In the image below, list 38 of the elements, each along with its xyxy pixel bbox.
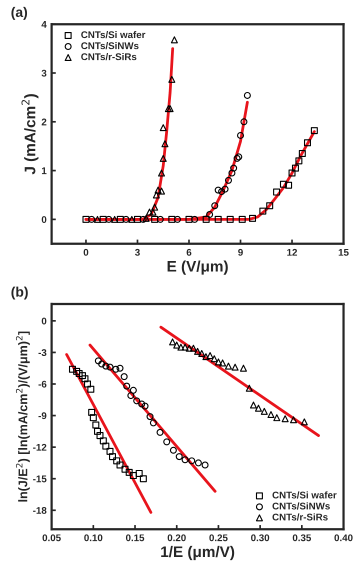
x-tick-label: 0.40 <box>334 534 353 542</box>
x-tick-label: 6 <box>186 248 192 256</box>
x-tick-label: 0.20 <box>168 534 186 542</box>
chart-title: (b) <box>11 286 28 300</box>
x-tick-label: 0 <box>84 248 88 256</box>
legend-label: CNTs/Si wafer <box>272 491 337 499</box>
x-axis-title: 1/E (μm/V) <box>161 546 234 560</box>
y-tick-label: -3 <box>38 349 46 356</box>
x-tick-label: 0.30 <box>251 534 270 542</box>
y-tick-label: -9 <box>38 412 46 420</box>
y-tick-label: 3 <box>42 70 46 77</box>
y-tick-label: 2 <box>42 118 46 126</box>
x-tick-label: 15 <box>338 248 349 256</box>
y-tick-label: 0 <box>42 318 46 324</box>
chart-title: (a) <box>11 6 28 20</box>
x-tick-label: 0.05 <box>42 534 61 542</box>
legend-label: CNTs/SiNWs <box>81 42 139 50</box>
y-axis-title: ln(J/E$^{2}$) [ln(mA/cm$^{2}$)/(V/μm)$^{2}$] <box>16 332 30 502</box>
y-axis-title: J (mA/cm$^{2}$) <box>21 94 38 174</box>
y-tick-label: -15 <box>33 476 46 482</box>
x-tick-label: 0.10 <box>84 534 102 542</box>
legend-label: CNTs/r-SiRs <box>81 53 136 60</box>
x-tick-label: 0.35 <box>292 534 312 542</box>
legend-label: CNTs/Si wafer <box>81 31 146 38</box>
x-tick-label: 0.15 <box>126 534 144 542</box>
x-tick-label: 9 <box>238 248 243 256</box>
x-axis-title: E (V/μm) <box>168 260 228 275</box>
y-tick-label: 4 <box>42 21 47 28</box>
y-tick-label: 1 <box>42 167 46 174</box>
y-tick-label: -12 <box>33 444 46 451</box>
x-tick-label: 12 <box>287 248 298 256</box>
y-tick-label: 0 <box>42 216 46 223</box>
legend-label: CNTs/SiNWs <box>272 502 330 510</box>
y-tick-label: -6 <box>38 380 46 388</box>
x-tick-label: 0.25 <box>209 534 228 542</box>
legend-label: CNTs/r-SiRs <box>272 513 328 521</box>
x-tick-label: 3 <box>135 248 140 256</box>
y-tick-label: -18 <box>33 507 46 514</box>
